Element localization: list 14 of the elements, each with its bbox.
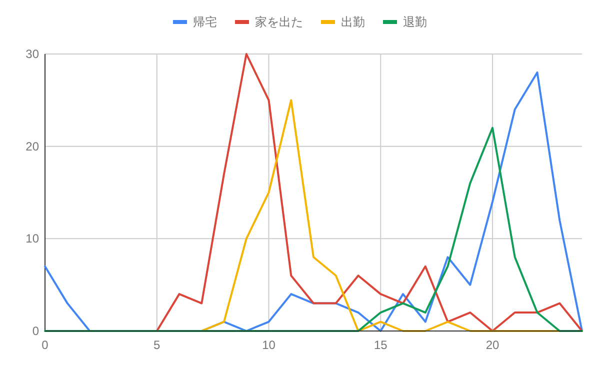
line-series — [156, 53, 583, 332]
y-tick-label: 0 — [32, 324, 40, 338]
legend-label: 退勤 — [403, 15, 427, 29]
x-tick-label: 10 — [262, 338, 276, 352]
legend-label: 家を出た — [255, 15, 303, 29]
legend-label: 出勤 — [341, 15, 365, 29]
y-tick-label: 10 — [26, 232, 40, 246]
y-tick-label: 20 — [26, 139, 40, 154]
x-tick-label: 5 — [154, 338, 161, 352]
x-tick-label: 0 — [42, 338, 49, 352]
x-tick-label: 20 — [486, 338, 500, 352]
legend-label: 帰宅 — [193, 15, 217, 29]
x-tick-label: 15 — [374, 338, 388, 352]
y-tick-label: 30 — [26, 47, 40, 61]
